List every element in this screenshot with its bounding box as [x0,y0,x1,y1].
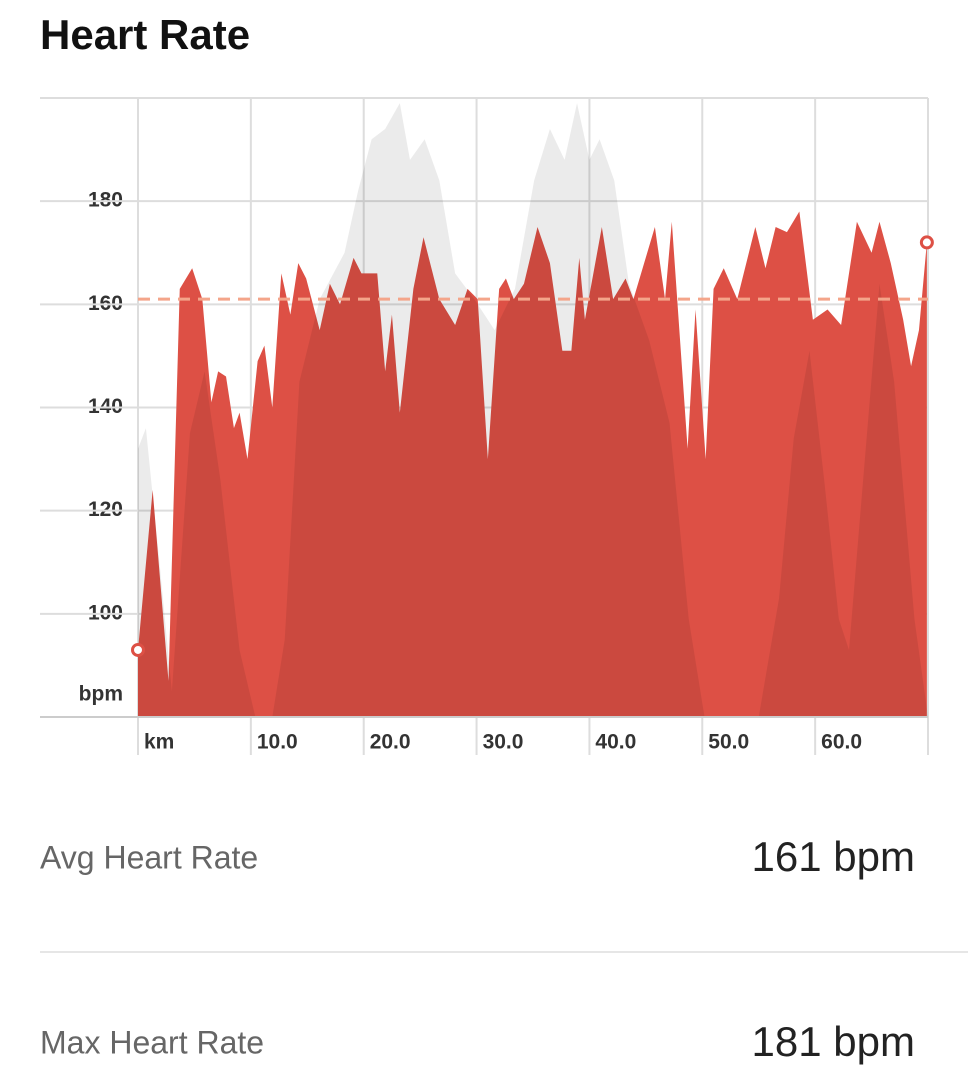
x-unit-label: km [144,731,174,754]
endpoint-marker [131,642,145,657]
x-tick-label: 10.0 [257,731,298,754]
area [138,103,928,718]
x-tick-label: 60.0 [821,731,862,754]
stat-label: Max Heart Rate [40,1024,264,1060]
x-tick-label: 50.0 [708,731,749,754]
stat-value: 181 bpm [752,1018,915,1065]
x-tick-label: 30.0 [483,731,524,754]
stat-value: 161 bpm [752,833,915,880]
y-unit-label: bpm [79,683,123,706]
x-tick-label: 20.0 [370,731,411,754]
area [138,211,927,717]
section-title: Heart Rate [40,11,250,58]
endpoint-marker [919,235,934,250]
x-tick-label: 40.0 [595,731,636,754]
stat-label: Avg Heart Rate [40,839,258,875]
